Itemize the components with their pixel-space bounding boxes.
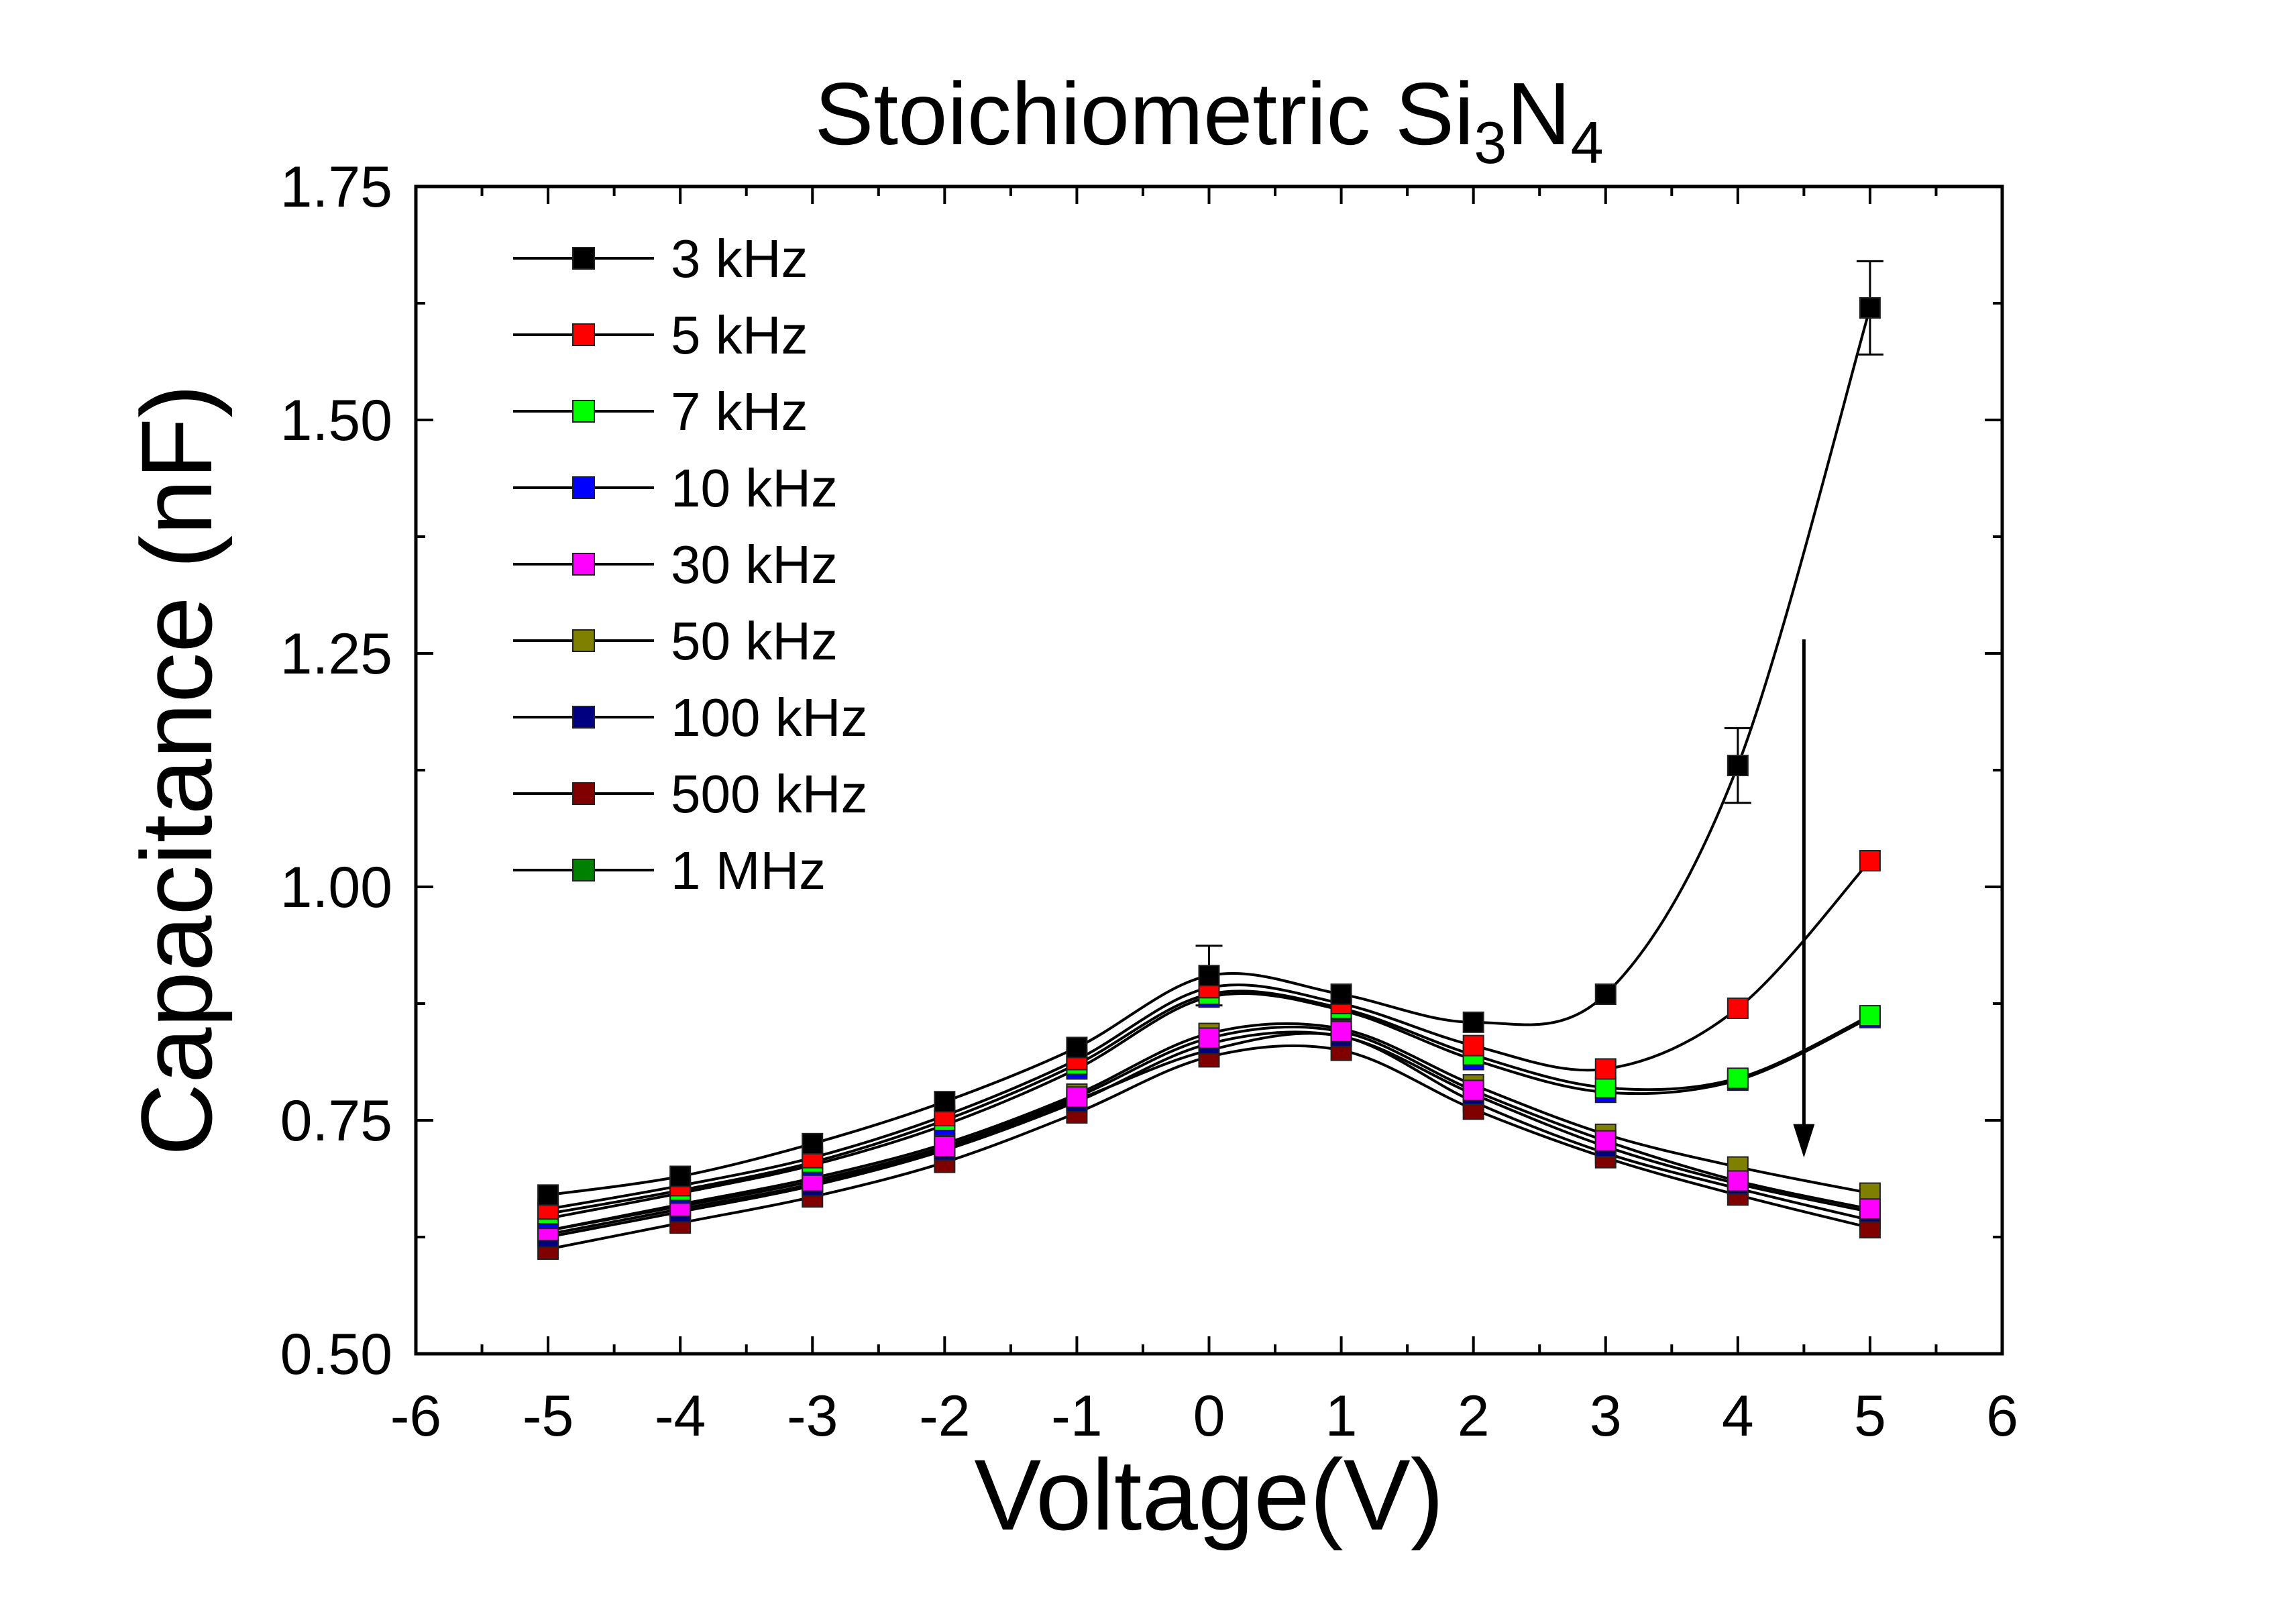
- x-tick-label: -5: [523, 1384, 573, 1448]
- plot-frame: [414, 184, 2004, 1356]
- legend-marker: [572, 553, 595, 576]
- x-axis-title: Voltage(V): [974, 1438, 1443, 1551]
- y-tick-label: 1.25: [280, 622, 392, 686]
- data-point: [1727, 1170, 1749, 1192]
- legend-label: 3 kHz: [671, 229, 808, 288]
- legend-label: 5 kHz: [671, 305, 808, 365]
- x-tick-label: -2: [919, 1384, 970, 1448]
- data-point: [802, 1132, 824, 1155]
- x-tick-label: 6: [1986, 1384, 2018, 1448]
- legend-entry: 3 kHz: [513, 229, 808, 288]
- x-tick-label: 4: [1722, 1384, 1754, 1448]
- data-point: [1066, 1086, 1088, 1108]
- x-tick-label: 5: [1854, 1384, 1886, 1448]
- x-tick-label: 1: [1325, 1384, 1358, 1448]
- x-tick-label: -3: [787, 1384, 838, 1448]
- y-tick-label: 1.00: [280, 855, 392, 920]
- data-point: [1859, 1005, 1881, 1027]
- legend: 3 kHz 5 kHz 7 kHz 10 kHz 30 kHz 50 kHz 100 kHz…: [513, 229, 867, 900]
- data-point: [1462, 1034, 1484, 1057]
- legend-entry: 1 MHz: [513, 841, 826, 900]
- axis-tick-labels: -6 -5 -4 -3 -2 -1 0 1 2 3 4 5 6 0.50 0.75 1.00 1.25 1.50 1…: [280, 155, 2018, 1448]
- data-point: [934, 1135, 956, 1157]
- x-tick-label: 0: [1193, 1384, 1225, 1448]
- x-tick-label: 3: [1590, 1384, 1622, 1448]
- legend-marker: [572, 629, 595, 652]
- y-tick-label: 0.75: [280, 1089, 392, 1153]
- legend-entry: 10 kHz: [513, 458, 838, 518]
- data-point: [1462, 1011, 1484, 1033]
- arrow-head: [1793, 1124, 1815, 1158]
- x-tick-label: -6: [390, 1384, 441, 1448]
- legend-marker: [572, 476, 595, 499]
- legend-entry: 5 kHz: [513, 305, 808, 365]
- data-point: [1594, 1058, 1617, 1080]
- legend-marker: [572, 323, 595, 346]
- x-tick-label: -4: [655, 1384, 706, 1448]
- title-main: Stoichiometric Si: [814, 64, 1474, 163]
- data-point: [1330, 1020, 1352, 1042]
- legend-label: 100 kHz: [671, 688, 867, 747]
- y-tick-label: 1.75: [280, 155, 392, 219]
- legend-marker: [572, 247, 595, 270]
- legend-label: 50 kHz: [671, 611, 838, 671]
- legend-label: 7 kHz: [671, 382, 808, 441]
- title-subscript-1: 3: [1474, 109, 1507, 176]
- title-mid: N: [1507, 64, 1570, 163]
- data-point: [1859, 1198, 1881, 1220]
- legend-entry: 7 kHz: [513, 382, 808, 441]
- data-markers: [537, 297, 1881, 1261]
- frequency-trend-arrow: [1793, 639, 1815, 1158]
- legend-entry: 30 kHz: [513, 535, 838, 594]
- x-tick-label: -1: [1051, 1384, 1102, 1448]
- legend-marker: [572, 859, 595, 881]
- data-point: [1594, 983, 1617, 1006]
- legend-label: 500 kHz: [671, 764, 867, 824]
- data-point: [1198, 1027, 1220, 1049]
- data-point: [1066, 1036, 1088, 1059]
- legend-label: 1 MHz: [671, 841, 826, 900]
- legend-entry: 500 kHz: [513, 764, 867, 824]
- legend-marker: [572, 400, 595, 423]
- data-point: [1198, 965, 1220, 987]
- legend-marker: [572, 706, 595, 729]
- data-point: [669, 1165, 692, 1187]
- legend-entry: 50 kHz: [513, 611, 838, 671]
- y-tick-label: 1.50: [280, 388, 392, 453]
- data-point: [1330, 983, 1352, 1006]
- data-point: [537, 1184, 559, 1206]
- title-subscript-2: 4: [1571, 109, 1604, 176]
- y-tick-label: 0.50: [280, 1322, 392, 1387]
- fit-line: [547, 307, 1871, 1197]
- data-point: [1727, 755, 1749, 777]
- data-point: [1462, 1079, 1484, 1102]
- x-tick-label: 2: [1458, 1384, 1490, 1448]
- data-point: [1594, 1130, 1617, 1152]
- data-point: [934, 1091, 956, 1113]
- chart-title: Stoichiometric Si3N4: [814, 64, 1603, 176]
- legend-marker: [572, 782, 595, 805]
- legend-label: 30 kHz: [671, 535, 838, 594]
- data-point: [1727, 997, 1749, 1019]
- data-point: [1859, 297, 1881, 319]
- fit-line: [547, 1044, 1871, 1251]
- chart-title-text: Stoichiometric Si3N4: [814, 64, 1603, 176]
- data-point: [1859, 850, 1881, 872]
- legend-entry: 100 kHz: [513, 688, 867, 747]
- data-point: [1727, 1067, 1749, 1089]
- axis-ticks: [415, 185, 2004, 1355]
- legend-label: 10 kHz: [671, 458, 838, 518]
- data-point: [1594, 1077, 1617, 1099]
- y-axis-title: Capacitance (nF): [120, 384, 233, 1157]
